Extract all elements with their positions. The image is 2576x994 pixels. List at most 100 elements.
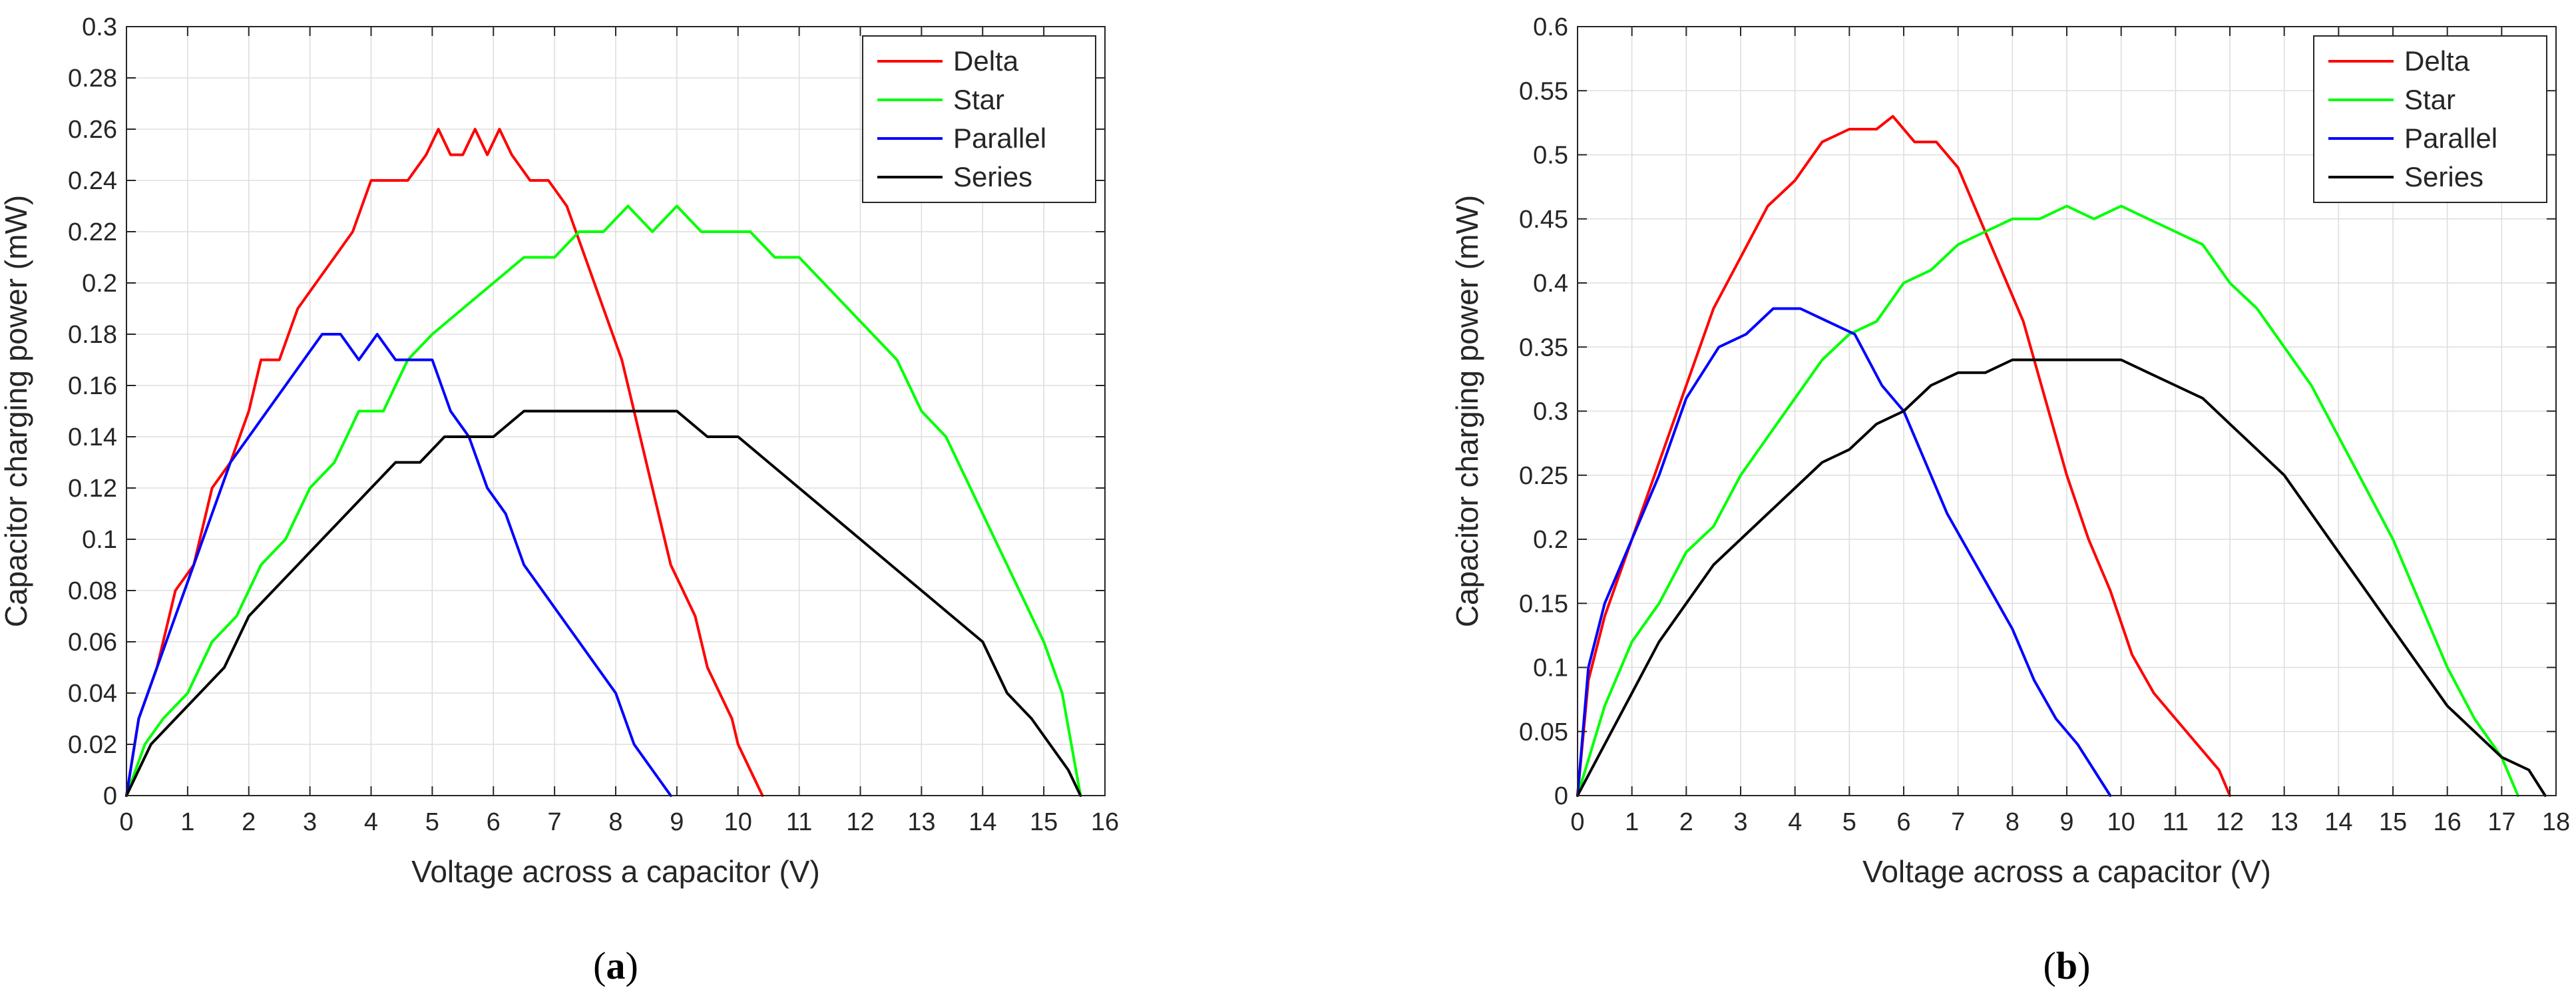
x-tick-label: 7 [1951, 808, 1965, 836]
x-tick-label: 10 [724, 808, 752, 836]
caption-letter: b [2056, 944, 2077, 987]
y-tick-label: 0.1 [1533, 654, 1568, 682]
x-tick-label: 6 [487, 808, 501, 836]
caption-paren-open: ( [2043, 944, 2056, 987]
legend-box [2313, 35, 2547, 203]
legend: Delta Star Parallel Series [2313, 35, 2547, 203]
x-tick-label: 11 [2163, 808, 2189, 836]
legend-label-star: Star [953, 84, 1004, 115]
caption-letter: a [606, 944, 626, 987]
x-tick-label: 10 [2107, 808, 2135, 836]
x-axis-label: Voltage across a capacitor (V) [1862, 854, 2271, 889]
y-tick-label: 0.18 [68, 321, 117, 349]
x-tick-label: 9 [2059, 808, 2073, 836]
x-tick-label: 12 [846, 808, 874, 836]
x-tick-label: 16 [2434, 808, 2462, 836]
y-tick-label: 0.12 [68, 475, 117, 503]
series-line-delta [1576, 115, 2231, 797]
x-tick-label: 4 [1788, 808, 1802, 836]
x-tick-label: 13 [2270, 808, 2298, 836]
y-tick-label: 0.08 [68, 577, 117, 605]
y-tick-label: 0.06 [68, 628, 117, 656]
series-line-star [1576, 204, 2519, 797]
y-tick-label: 0.3 [1533, 398, 1568, 426]
y-tick-label: 0.02 [68, 731, 117, 759]
y-tick-label: 0.55 [1519, 77, 1568, 105]
y-tick-label: 0.25 [1519, 462, 1568, 490]
y-axis-label: Capacitor charging power (mW) [0, 195, 33, 627]
series-line-parallel [125, 333, 672, 797]
series-line-parallel [1576, 307, 2112, 797]
y-tick-label: 0.26 [68, 116, 117, 144]
legend-box [862, 35, 1096, 203]
x-tick-label: 14 [968, 808, 996, 836]
caption-paren-close: ) [626, 944, 638, 987]
y-tick-label: 0.3 [82, 13, 117, 41]
caption-paren-open: ( [593, 944, 606, 987]
y-tick-label: 0.14 [68, 423, 117, 451]
x-tick-labels: 0 1 2 3 4 5 6 7 8 9 10 11 12 13 14 15 16 17 18 [1570, 808, 2570, 836]
y-tick-label: 0.2 [1533, 526, 1568, 554]
x-tick-label: 13 [907, 808, 935, 836]
y-tick-label: 0.15 [1519, 590, 1568, 618]
series-line-series [125, 409, 1082, 797]
legend-label-star: Star [2404, 84, 2456, 115]
panel-caption: (b) [2043, 944, 2091, 987]
y-tick-label: 0.1 [82, 526, 117, 554]
x-tick-label: 12 [2216, 808, 2244, 836]
legend-label-series: Series [2404, 161, 2483, 192]
series-lines [1576, 115, 2547, 797]
legend: Delta Star Parallel Series [862, 35, 1096, 203]
x-tick-label: 17 [2487, 808, 2515, 836]
x-tick-label: 18 [2542, 808, 2570, 836]
y-tick-label: 0.05 [1519, 718, 1568, 746]
x-tick-label: 1 [1625, 808, 1639, 836]
x-tick-label: 5 [1842, 808, 1856, 836]
x-tick-labels: 0 1 2 3 4 5 6 7 8 9 10 11 12 13 14 15 16 [119, 808, 1119, 836]
y-axis-label: Capacitor charging power (mW) [1450, 195, 1484, 627]
x-tick-label: 14 [2324, 808, 2352, 836]
x-tick-label: 6 [1896, 808, 1910, 836]
x-tick-label: 15 [1030, 808, 1058, 836]
legend-label-delta: Delta [953, 45, 1019, 77]
x-tick-label: 11 [786, 808, 812, 836]
x-tick-label: 0 [119, 808, 133, 836]
y-tick-label: 0.35 [1519, 334, 1568, 362]
legend-label-delta: Delta [2404, 45, 2470, 77]
x-tick-label: 9 [670, 808, 684, 836]
x-axis-label: Voltage across a capacitor (V) [411, 854, 820, 889]
x-tick-label: 4 [364, 808, 378, 836]
y-tick-label: 0.04 [68, 680, 117, 708]
series-line-series [1576, 358, 2547, 797]
chart-panel-b: 0 1 2 3 4 5 6 7 8 9 10 11 12 13 14 15 16 17 18 00.050.10.1… [1450, 13, 2570, 987]
y-tick-labels: 0 0.05 0.1 0.15 0.2 0.25 0.3 0.35 0.4 0.45 0.5 0.55… [1519, 13, 1568, 810]
y-tick-label: 0.16 [68, 372, 117, 400]
x-tick-label: 8 [2006, 808, 2020, 836]
series-line-star [125, 204, 1082, 797]
panel-caption: (a) [593, 944, 638, 987]
x-tick-label: 3 [303, 808, 317, 836]
series-lines [125, 128, 1082, 797]
y-tick-label: 0.24 [68, 167, 117, 195]
y-tick-label: 0.4 [1533, 270, 1568, 298]
x-tick-label: 7 [548, 808, 562, 836]
y-tick-labels: 0 0.02 0.04 0.06 0.08 0.1 0.12 0.14 0.16 0.18 0.2 0… [68, 13, 117, 810]
x-tick-label: 0 [1570, 808, 1584, 836]
legend-label-parallel: Parallel [953, 123, 1046, 154]
x-tick-label: 3 [1733, 808, 1747, 836]
y-tick-label: 0.6 [1533, 13, 1568, 41]
x-tick-label: 1 [180, 808, 194, 836]
y-tick-label: 0 [103, 782, 117, 810]
y-tick-label: 0.5 [1533, 142, 1568, 170]
x-tick-label: 15 [2379, 808, 2407, 836]
x-tick-label: 2 [242, 808, 256, 836]
y-tick-label: 0.2 [82, 270, 117, 298]
y-tick-label: 0.28 [68, 65, 117, 93]
y-tick-label: 0.22 [68, 218, 117, 246]
x-tick-label: 2 [1679, 808, 1693, 836]
series-line-delta [125, 128, 764, 797]
x-tick-label: 16 [1091, 808, 1119, 836]
x-tick-label: 5 [425, 808, 439, 836]
y-tick-label: 0 [1554, 782, 1568, 810]
